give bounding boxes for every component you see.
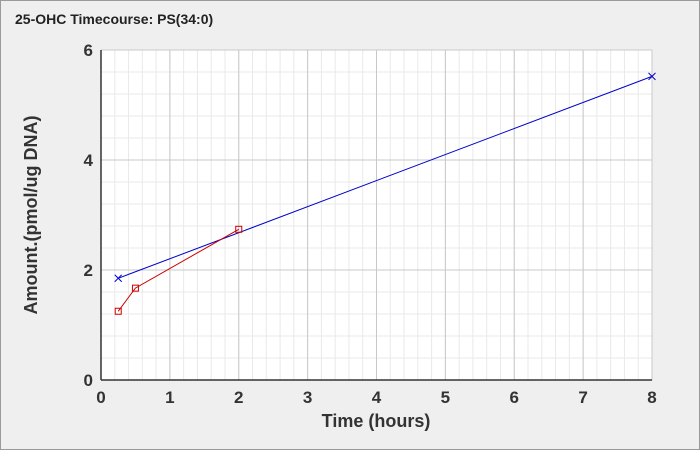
x-tick-label: 0 (96, 388, 105, 407)
y-tick-label: 6 (84, 41, 93, 60)
series-2-point (131, 284, 139, 292)
x-tick-label: 2 (234, 388, 243, 407)
series-layer (114, 72, 656, 315)
major-grid (101, 49, 653, 380)
series-1-line (118, 75, 653, 279)
x-tick-label: 5 (441, 388, 450, 407)
marker-stroke (114, 274, 123, 283)
x-tick-label: 1 (165, 388, 174, 407)
series-2-line (117, 228, 240, 312)
y-tick-labels: 0 2 4 6 (84, 41, 94, 390)
marker-stroke (648, 72, 656, 81)
y-axis-title: Amount.(pmol/ug DNA) (21, 116, 41, 315)
x-tick-label: 8 (647, 388, 656, 407)
series-1-point (114, 274, 123, 283)
x-tick-labels: 0 1 2 3 4 5 6 7 8 (96, 388, 656, 407)
y-tick-label: 2 (84, 261, 93, 280)
x-tick-label: 4 (372, 388, 382, 407)
x-tick-label: 7 (578, 388, 587, 407)
series-1-point (648, 72, 656, 81)
y-tick-label: 4 (84, 151, 94, 170)
x-tick-label: 3 (303, 388, 312, 407)
y-tick-label: 0 (84, 371, 93, 390)
x-axis-title: Time (hours) (322, 411, 431, 431)
chart-title: 25-OHC Timecourse: PS(34:0) (15, 11, 214, 27)
series-2-point (114, 307, 122, 315)
series-2-point (235, 225, 243, 233)
x-tick-label: 6 (510, 388, 519, 407)
